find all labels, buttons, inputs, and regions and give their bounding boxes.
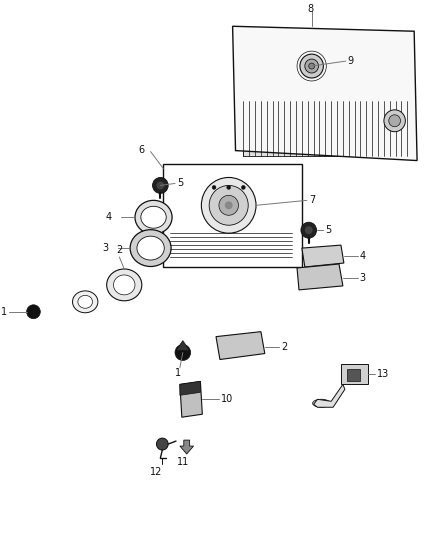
Text: 1: 1 bbox=[175, 368, 181, 378]
Bar bbox=[163, 164, 302, 267]
Circle shape bbox=[241, 185, 245, 189]
Circle shape bbox=[305, 59, 318, 73]
Polygon shape bbox=[180, 382, 202, 417]
Text: 2: 2 bbox=[281, 342, 288, 352]
Text: 3: 3 bbox=[360, 273, 366, 283]
Text: 5: 5 bbox=[325, 225, 332, 235]
Circle shape bbox=[225, 201, 233, 209]
Polygon shape bbox=[180, 382, 201, 395]
Text: 6: 6 bbox=[138, 144, 144, 155]
Ellipse shape bbox=[107, 269, 142, 301]
Circle shape bbox=[219, 196, 238, 215]
Polygon shape bbox=[302, 245, 344, 267]
Polygon shape bbox=[216, 332, 265, 360]
Ellipse shape bbox=[135, 200, 172, 234]
Ellipse shape bbox=[73, 291, 98, 313]
Text: 9: 9 bbox=[348, 56, 354, 66]
Circle shape bbox=[227, 185, 231, 189]
Circle shape bbox=[389, 115, 400, 127]
Text: 7: 7 bbox=[309, 196, 315, 205]
Ellipse shape bbox=[313, 399, 330, 407]
Text: 3: 3 bbox=[102, 243, 109, 253]
Text: 8: 8 bbox=[308, 4, 314, 14]
Circle shape bbox=[152, 177, 168, 193]
Text: 12: 12 bbox=[150, 467, 162, 477]
Text: 1: 1 bbox=[1, 307, 7, 317]
Circle shape bbox=[384, 110, 406, 132]
Bar bbox=[244, 101, 407, 156]
Text: 11: 11 bbox=[177, 457, 189, 467]
Bar bbox=[341, 365, 368, 384]
Circle shape bbox=[156, 181, 164, 189]
Polygon shape bbox=[180, 440, 194, 454]
Ellipse shape bbox=[141, 206, 166, 228]
Ellipse shape bbox=[78, 295, 92, 308]
Ellipse shape bbox=[137, 236, 164, 260]
Polygon shape bbox=[314, 384, 345, 407]
Text: 5: 5 bbox=[177, 179, 183, 189]
Circle shape bbox=[201, 177, 256, 233]
Text: 10: 10 bbox=[221, 394, 233, 405]
Text: 4: 4 bbox=[106, 212, 112, 222]
Polygon shape bbox=[176, 341, 190, 351]
Ellipse shape bbox=[113, 275, 135, 295]
Circle shape bbox=[212, 185, 216, 189]
Circle shape bbox=[27, 305, 40, 319]
Circle shape bbox=[301, 222, 317, 238]
Circle shape bbox=[300, 54, 323, 78]
Text: 2: 2 bbox=[116, 245, 123, 255]
Circle shape bbox=[209, 185, 248, 225]
Circle shape bbox=[309, 63, 314, 69]
Text: 13: 13 bbox=[377, 369, 389, 379]
Circle shape bbox=[175, 345, 191, 360]
Circle shape bbox=[156, 438, 168, 450]
Polygon shape bbox=[297, 264, 343, 290]
Bar bbox=[347, 369, 360, 382]
Polygon shape bbox=[233, 26, 417, 160]
Text: 4: 4 bbox=[360, 251, 366, 261]
Circle shape bbox=[305, 226, 313, 234]
Ellipse shape bbox=[130, 230, 171, 266]
